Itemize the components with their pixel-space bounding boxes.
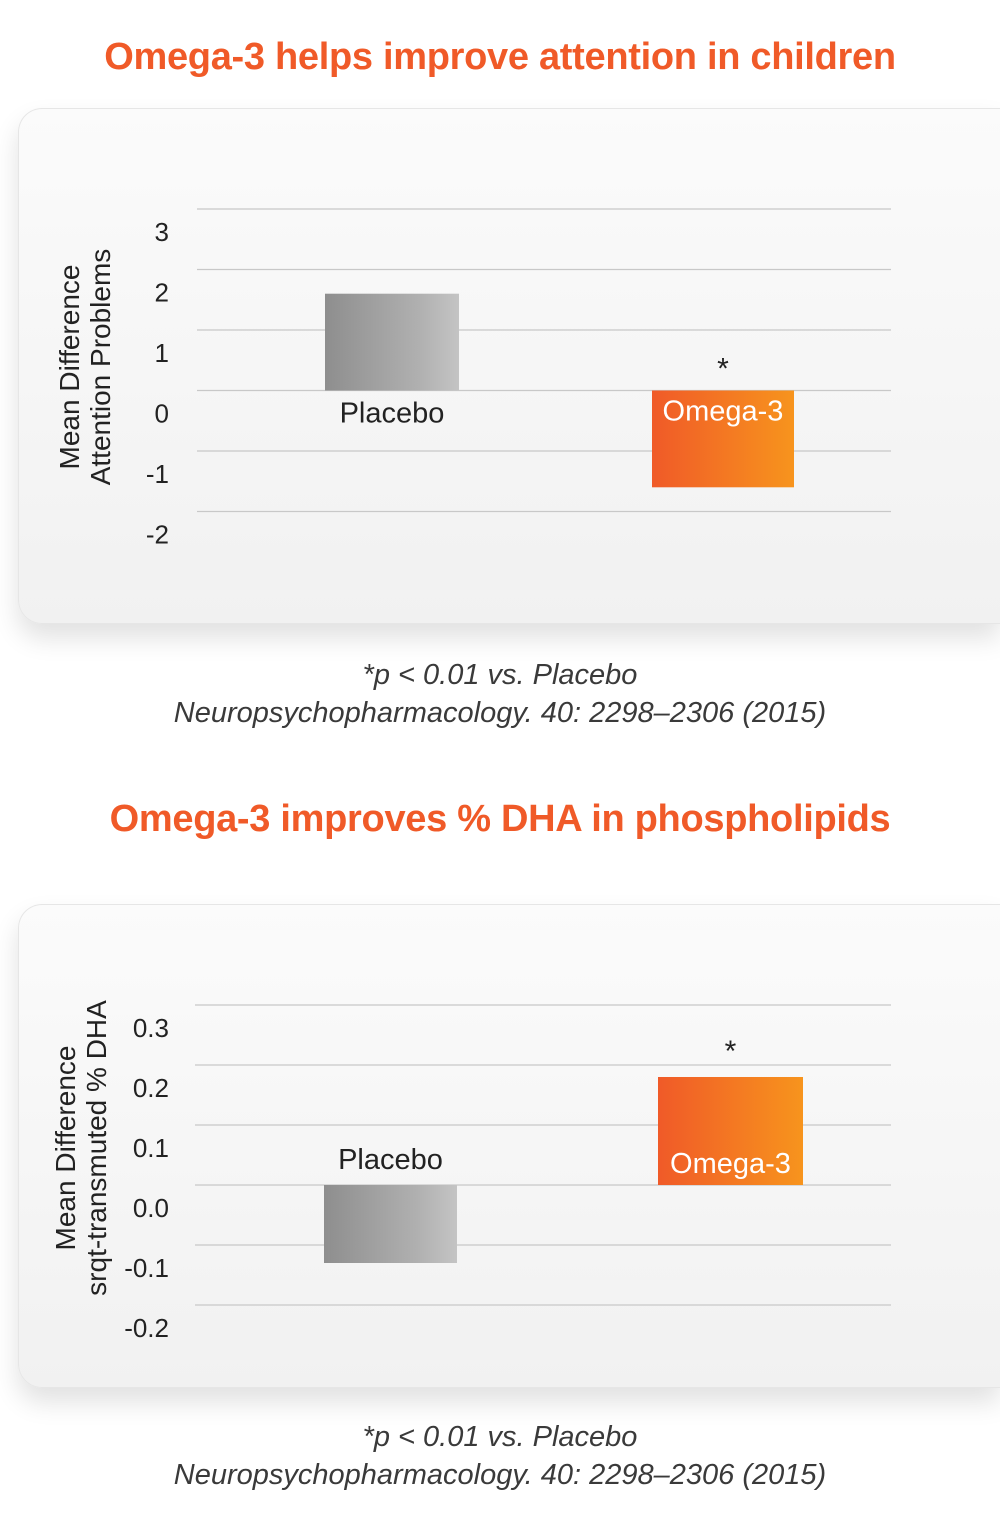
bar-label-placebo: Placebo: [338, 1144, 443, 1176]
bar-label-omega-3: Omega-3: [663, 396, 784, 428]
chart-1-card: 3 2 1 0 -1 -2 Mean DifferenceAttention Problem…: [18, 108, 1000, 624]
y-tick-label: 3: [155, 217, 169, 247]
y-axis-label: Mean Differencesrqt-transmuted % DHA: [50, 1000, 112, 1296]
bar-label-placebo: Placebo: [340, 398, 445, 430]
y-tick-label: 0.2: [133, 1073, 169, 1103]
significance-marker: *: [717, 353, 729, 386]
y-tick-label: 0: [155, 399, 169, 429]
bar-placebo: [324, 1185, 457, 1263]
chart-2-title: Omega-3 improves % DHA in phospholipids: [109, 798, 891, 840]
y-tick-label: 1: [155, 338, 169, 368]
chart-1-citation: Neuropsychopharmacology. 40: 2298–2306 (…: [173, 697, 827, 729]
y-tick-label: 0.1: [133, 1133, 169, 1163]
bar-omega-3: [658, 1077, 803, 1185]
chart-2-footnote-block: *p < 0.01 vs. Placebo Neuropsychopharmac…: [0, 1418, 1000, 1494]
chart-2-plot: 0.3 0.2 0.1 0.0 -0.1 -0.2 Mean Differencesrqt-…: [50, 1000, 891, 1343]
y-tick-label: -0.1: [124, 1253, 169, 1283]
bar-omega-3: [652, 390, 794, 488]
chart-1-footnote: *p < 0.01 vs. Placebo: [362, 659, 638, 691]
chart-2-card: 0.3 0.2 0.1 0.0 -0.1 -0.2 Mean Differencesrqt-…: [18, 904, 1000, 1388]
chart-1-footnote-block: *p < 0.01 vs. Placebo Neuropsychopharmac…: [0, 656, 1000, 732]
chart-2-citation: Neuropsychopharmacology. 40: 2298–2306 (…: [173, 1459, 827, 1491]
y-tick-label: 2: [155, 278, 169, 308]
significance-marker: *: [725, 1035, 737, 1068]
bar-placebo: [325, 293, 459, 391]
y-tick-label: 0.0: [133, 1193, 169, 1223]
y-tick-label: -1: [146, 459, 169, 489]
y-tick-label: 0.3: [133, 1013, 169, 1043]
bar-label-omega-3: Omega-3: [670, 1148, 791, 1180]
y-axis-label: Mean DifferenceAttention Problems: [54, 249, 116, 486]
chart-1-plot: 3 2 1 0 -1 -2 Mean DifferenceAttention Problem…: [54, 208, 891, 550]
y-tick-label: -2: [146, 520, 169, 550]
chart-2-footnote: *p < 0.01 vs. Placebo: [362, 1421, 638, 1453]
chart-1-title: Omega-3 helps improve attention in child…: [104, 36, 896, 78]
y-tick-label: -0.2: [124, 1313, 169, 1343]
